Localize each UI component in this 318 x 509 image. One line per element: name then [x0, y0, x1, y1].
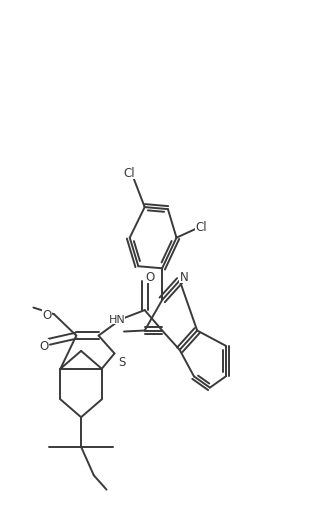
Text: Cl: Cl	[123, 166, 135, 180]
Text: HN: HN	[109, 315, 125, 325]
Text: O: O	[145, 271, 155, 284]
Text: N: N	[179, 271, 188, 284]
Text: O: O	[42, 308, 52, 321]
Text: Cl: Cl	[195, 221, 207, 234]
Text: O: O	[39, 340, 49, 353]
Text: S: S	[119, 355, 126, 368]
